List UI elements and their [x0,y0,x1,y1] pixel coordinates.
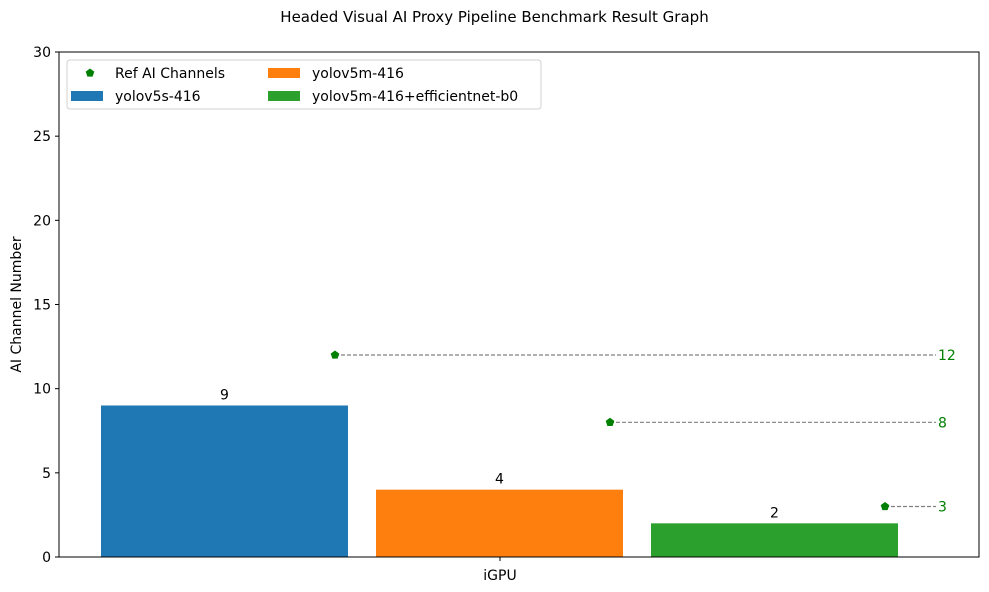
ref-value-label: 8 [938,415,947,431]
ref-marker-icon [880,502,890,511]
chart-title: Headed Visual AI Proxy Pipeline Benchmar… [280,8,709,26]
bar-value-label: 4 [495,472,504,488]
legend-marker-icon [85,68,95,77]
legend-label: yolov5m-416+efficientnet-b0 [312,89,518,105]
legend-label: yolov5s-416 [115,89,201,105]
legend-swatch [71,91,103,101]
y-axis-label: AI Channel Number [9,236,25,373]
legend-swatch [268,91,300,101]
bar-yolov5s-416 [101,405,348,557]
ref-value-label: 12 [938,348,956,364]
y-tick-label: 25 [33,129,51,145]
bar-yolov5m-416 [376,489,623,557]
ref-value-label: 3 [938,500,947,516]
ref-marker-icon [330,350,340,359]
y-tick-label: 10 [33,382,51,398]
bar-value-label: 9 [220,388,229,404]
ref-marker-icon [605,417,615,426]
y-tick-label: 0 [42,550,51,566]
y-tick-label: 30 [33,45,51,61]
legend-label: Ref AI Channels [115,66,225,82]
x-tick-label: iGPU [483,568,516,584]
legend-label: yolov5m-416 [312,66,404,82]
bar-value-label: 2 [770,505,779,521]
bar-yolov5m-416+efficientnet-b0 [651,523,898,557]
y-tick-label: 20 [33,213,51,229]
legend-swatch [268,68,300,78]
y-tick-label: 15 [33,298,51,314]
legend-box [66,59,542,110]
y-tick-label: 5 [42,466,51,482]
